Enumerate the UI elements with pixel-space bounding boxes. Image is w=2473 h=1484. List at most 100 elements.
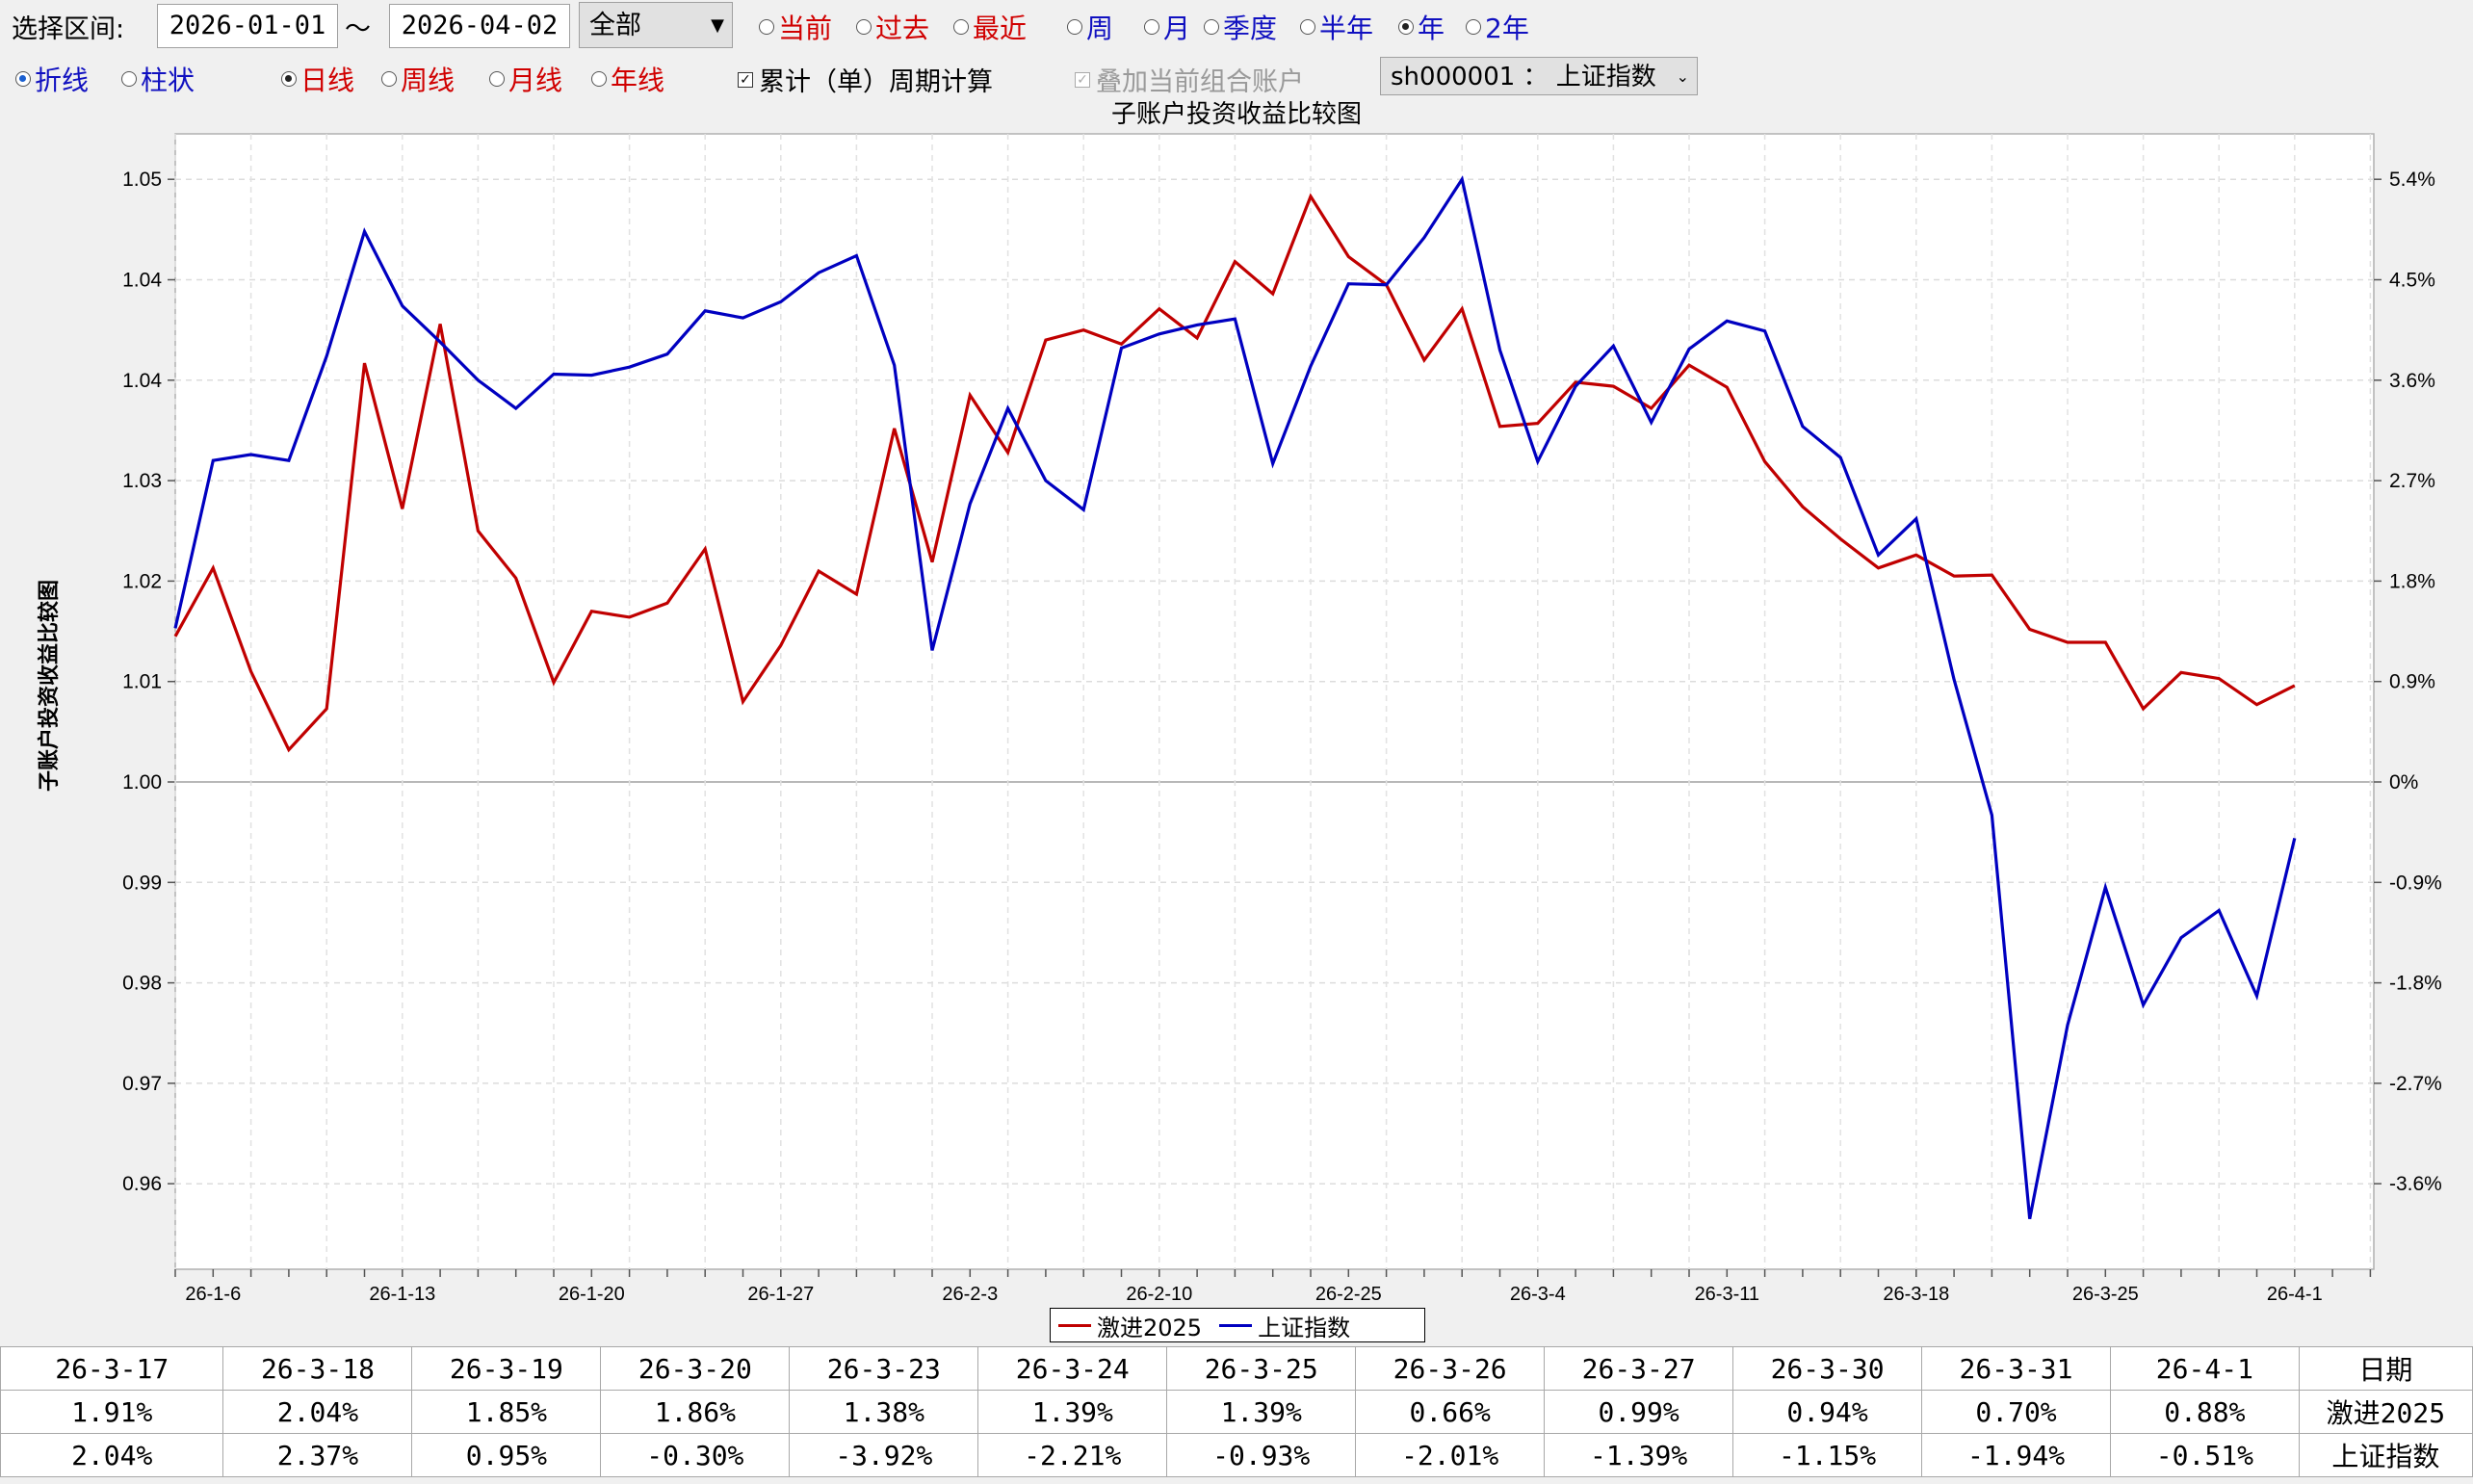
y2-tick-label: 0.9% (2389, 671, 2435, 693)
radio-empty-icon (1300, 19, 1315, 35)
period-radio-3[interactable]: 周 (1067, 8, 1113, 46)
table-cell: 26-3-19 (411, 1346, 602, 1391)
radio-empty-icon (856, 19, 872, 35)
period-radio-1[interactable]: 过去 (856, 8, 929, 46)
table-cell: 26-4-1 (2110, 1346, 2300, 1391)
y2-tick-label: 2.7% (2389, 470, 2435, 492)
data-table: 26-3-17 26-3-18 26-3-19 26-3-20 26-3-23 26-3-… (0, 1346, 2473, 1477)
chart-type-radio-0[interactable]: 折线 (15, 60, 89, 98)
period-radio-4[interactable]: 月 (1144, 8, 1190, 46)
frequency-radio-label: 日线 (300, 65, 355, 96)
radio-empty-icon (1067, 19, 1082, 35)
period-radio-2[interactable]: 最近 (953, 8, 1027, 46)
y-tick-label: 1.00 (122, 771, 162, 794)
x-tick-label: 26-1-13 (369, 1284, 435, 1305)
date-from-input[interactable]: 2026-01-01 (157, 4, 338, 48)
table-cell: 26-3-27 (1544, 1346, 1734, 1391)
table-cell: 日期 (2298, 1346, 2473, 1391)
period-radio-5[interactable]: 季度 (1204, 8, 1277, 46)
radio-empty-icon (1144, 19, 1159, 35)
table-cell: 26-3-20 (600, 1346, 791, 1391)
x-tick-label: 26-2-10 (1126, 1284, 1192, 1305)
table-cell: 1.85% (411, 1390, 602, 1434)
period-radio-label: 月 (1163, 13, 1191, 44)
table-cell: 26-3-18 (222, 1346, 413, 1391)
chart-title: 子账户投资收益比较图 (1110, 100, 1362, 129)
range-label: 选择区间: (12, 14, 125, 44)
toolbar-range-row: 选择区间: 2026-01-01 ～ 2026-04-02 全部 ▼ 当前 过去 最… (0, 0, 2473, 50)
y-tick-label: 1.04 (122, 270, 162, 292)
index-select-value: sh000001 ： 上证指数 (1391, 63, 1656, 91)
period-radio-label: 季度 (1223, 13, 1278, 44)
radio-empty-icon (121, 71, 137, 87)
radio-selected-icon (1398, 19, 1414, 35)
table-cell: 2.04% (0, 1433, 224, 1477)
period-radio-6[interactable]: 半年 (1300, 8, 1373, 46)
chevron-down-icon: ⌄ (1676, 67, 1689, 86)
table-cell: 0.66% (1355, 1390, 1546, 1434)
overlay-label: 叠加当前组合账户 (1096, 67, 1304, 97)
period-radio-label: 2年 (1485, 13, 1529, 44)
period-radio-label: 当前 (778, 13, 833, 44)
scope-select-value: 全部 (589, 11, 641, 40)
period-radio-7[interactable]: 年 (1398, 8, 1445, 46)
radio-selected-icon (281, 71, 297, 87)
legend-item: 激进2025 (1058, 1309, 1202, 1342)
cumulative-label: 累计（单）周期计算 (759, 67, 993, 97)
frequency-radio-3[interactable]: 年线 (591, 60, 664, 98)
table-cell: 0.88% (2110, 1390, 2300, 1434)
table-cell: 26-3-31 (1921, 1346, 2111, 1391)
period-radio-label: 最近 (973, 13, 1028, 44)
table-cell: 0.95% (411, 1433, 602, 1477)
table-cell: -3.92% (789, 1433, 979, 1477)
x-tick-label: 26-3-18 (1883, 1284, 1949, 1305)
toolbar-options-row: 折线 柱状 日线 周线 月线 年线 ✓ 累计（单）周期计算 ✓ 叠加当前组合账户 sh0… (0, 53, 2473, 99)
table-cell: 0.70% (1921, 1390, 2111, 1434)
period-radio-8[interactable]: 2年 (1466, 8, 1529, 46)
date-to-input[interactable]: 2026-04-02 (389, 4, 570, 48)
radio-empty-icon (1466, 19, 1481, 35)
x-tick-label: 26-1-27 (747, 1284, 814, 1305)
table-row: 2.04% 2.37% 0.95% -0.30% -3.92% -2.21% -0.93% -… (0, 1433, 2473, 1477)
x-tick-label: 26-1-20 (559, 1284, 625, 1305)
table-cell: 26-3-17 (0, 1346, 224, 1391)
y-tick-label: 1.05 (122, 169, 162, 191)
legend-swatch (1058, 1323, 1091, 1327)
frequency-radio-1[interactable]: 周线 (381, 60, 455, 98)
table-cell: -1.94% (1921, 1433, 2111, 1477)
scope-select[interactable]: 全部 ▼ (579, 2, 733, 48)
table-row: 1.91% 2.04% 1.85% 1.86% 1.38% 1.39% 1.39% 0.66%… (0, 1390, 2473, 1434)
chart-area: 1.05 5.4% 1.04 4.5% 1.04 3.6% 1.03 2.7% 1.02 1.8%… (37, 133, 2442, 1305)
legend-swatch (1219, 1323, 1253, 1327)
table-cell: 1.86% (600, 1390, 791, 1434)
table-cell: 0.99% (1544, 1390, 1734, 1434)
plot-area (174, 133, 2375, 1270)
table-cell: -0.93% (1166, 1433, 1357, 1477)
y2-tick-label: 5.4% (2389, 169, 2435, 191)
period-radio-0[interactable]: 当前 (759, 8, 832, 46)
dropdown-arrow-icon: ▼ (711, 15, 724, 36)
overlay-checkbox[interactable]: ✓ 叠加当前组合账户 (1075, 61, 1304, 98)
cumulative-checkbox[interactable]: ✓ 累计（单）周期计算 (738, 61, 993, 98)
table-cell: 1.91% (0, 1390, 224, 1434)
y2-tick-label: 4.5% (2389, 270, 2435, 292)
index-select[interactable]: sh000001 ： 上证指数 ⌄ (1380, 57, 1698, 95)
x-tick-label: 26-1-6 (185, 1284, 241, 1305)
legend-item: 上证指数 (1219, 1309, 1350, 1342)
series-line-0 (173, 193, 2296, 753)
y2-tick-label: -2.7% (2389, 1073, 2442, 1095)
y-tick-label: 1.01 (122, 671, 162, 693)
legend-label: 激进2025 (1097, 1314, 1203, 1341)
y2-tick-label: 3.6% (2389, 370, 2435, 392)
x-tick-label: 26-3-4 (1510, 1284, 1566, 1305)
y-tick-label: 0.96 (122, 1173, 162, 1195)
table-cell: -2.01% (1355, 1433, 1546, 1477)
frequency-radio-0[interactable]: 日线 (281, 60, 354, 98)
table-cell: 26-3-26 (1355, 1346, 1546, 1391)
frequency-radio-2[interactable]: 月线 (489, 60, 562, 98)
chart-type-radio-1[interactable]: 柱状 (121, 60, 195, 98)
y2-tick-label: -3.6% (2389, 1173, 2442, 1195)
period-radio-label: 过去 (875, 13, 930, 44)
y-tick-label: 1.02 (122, 570, 162, 592)
legend-label: 上证指数 (1258, 1314, 1351, 1341)
